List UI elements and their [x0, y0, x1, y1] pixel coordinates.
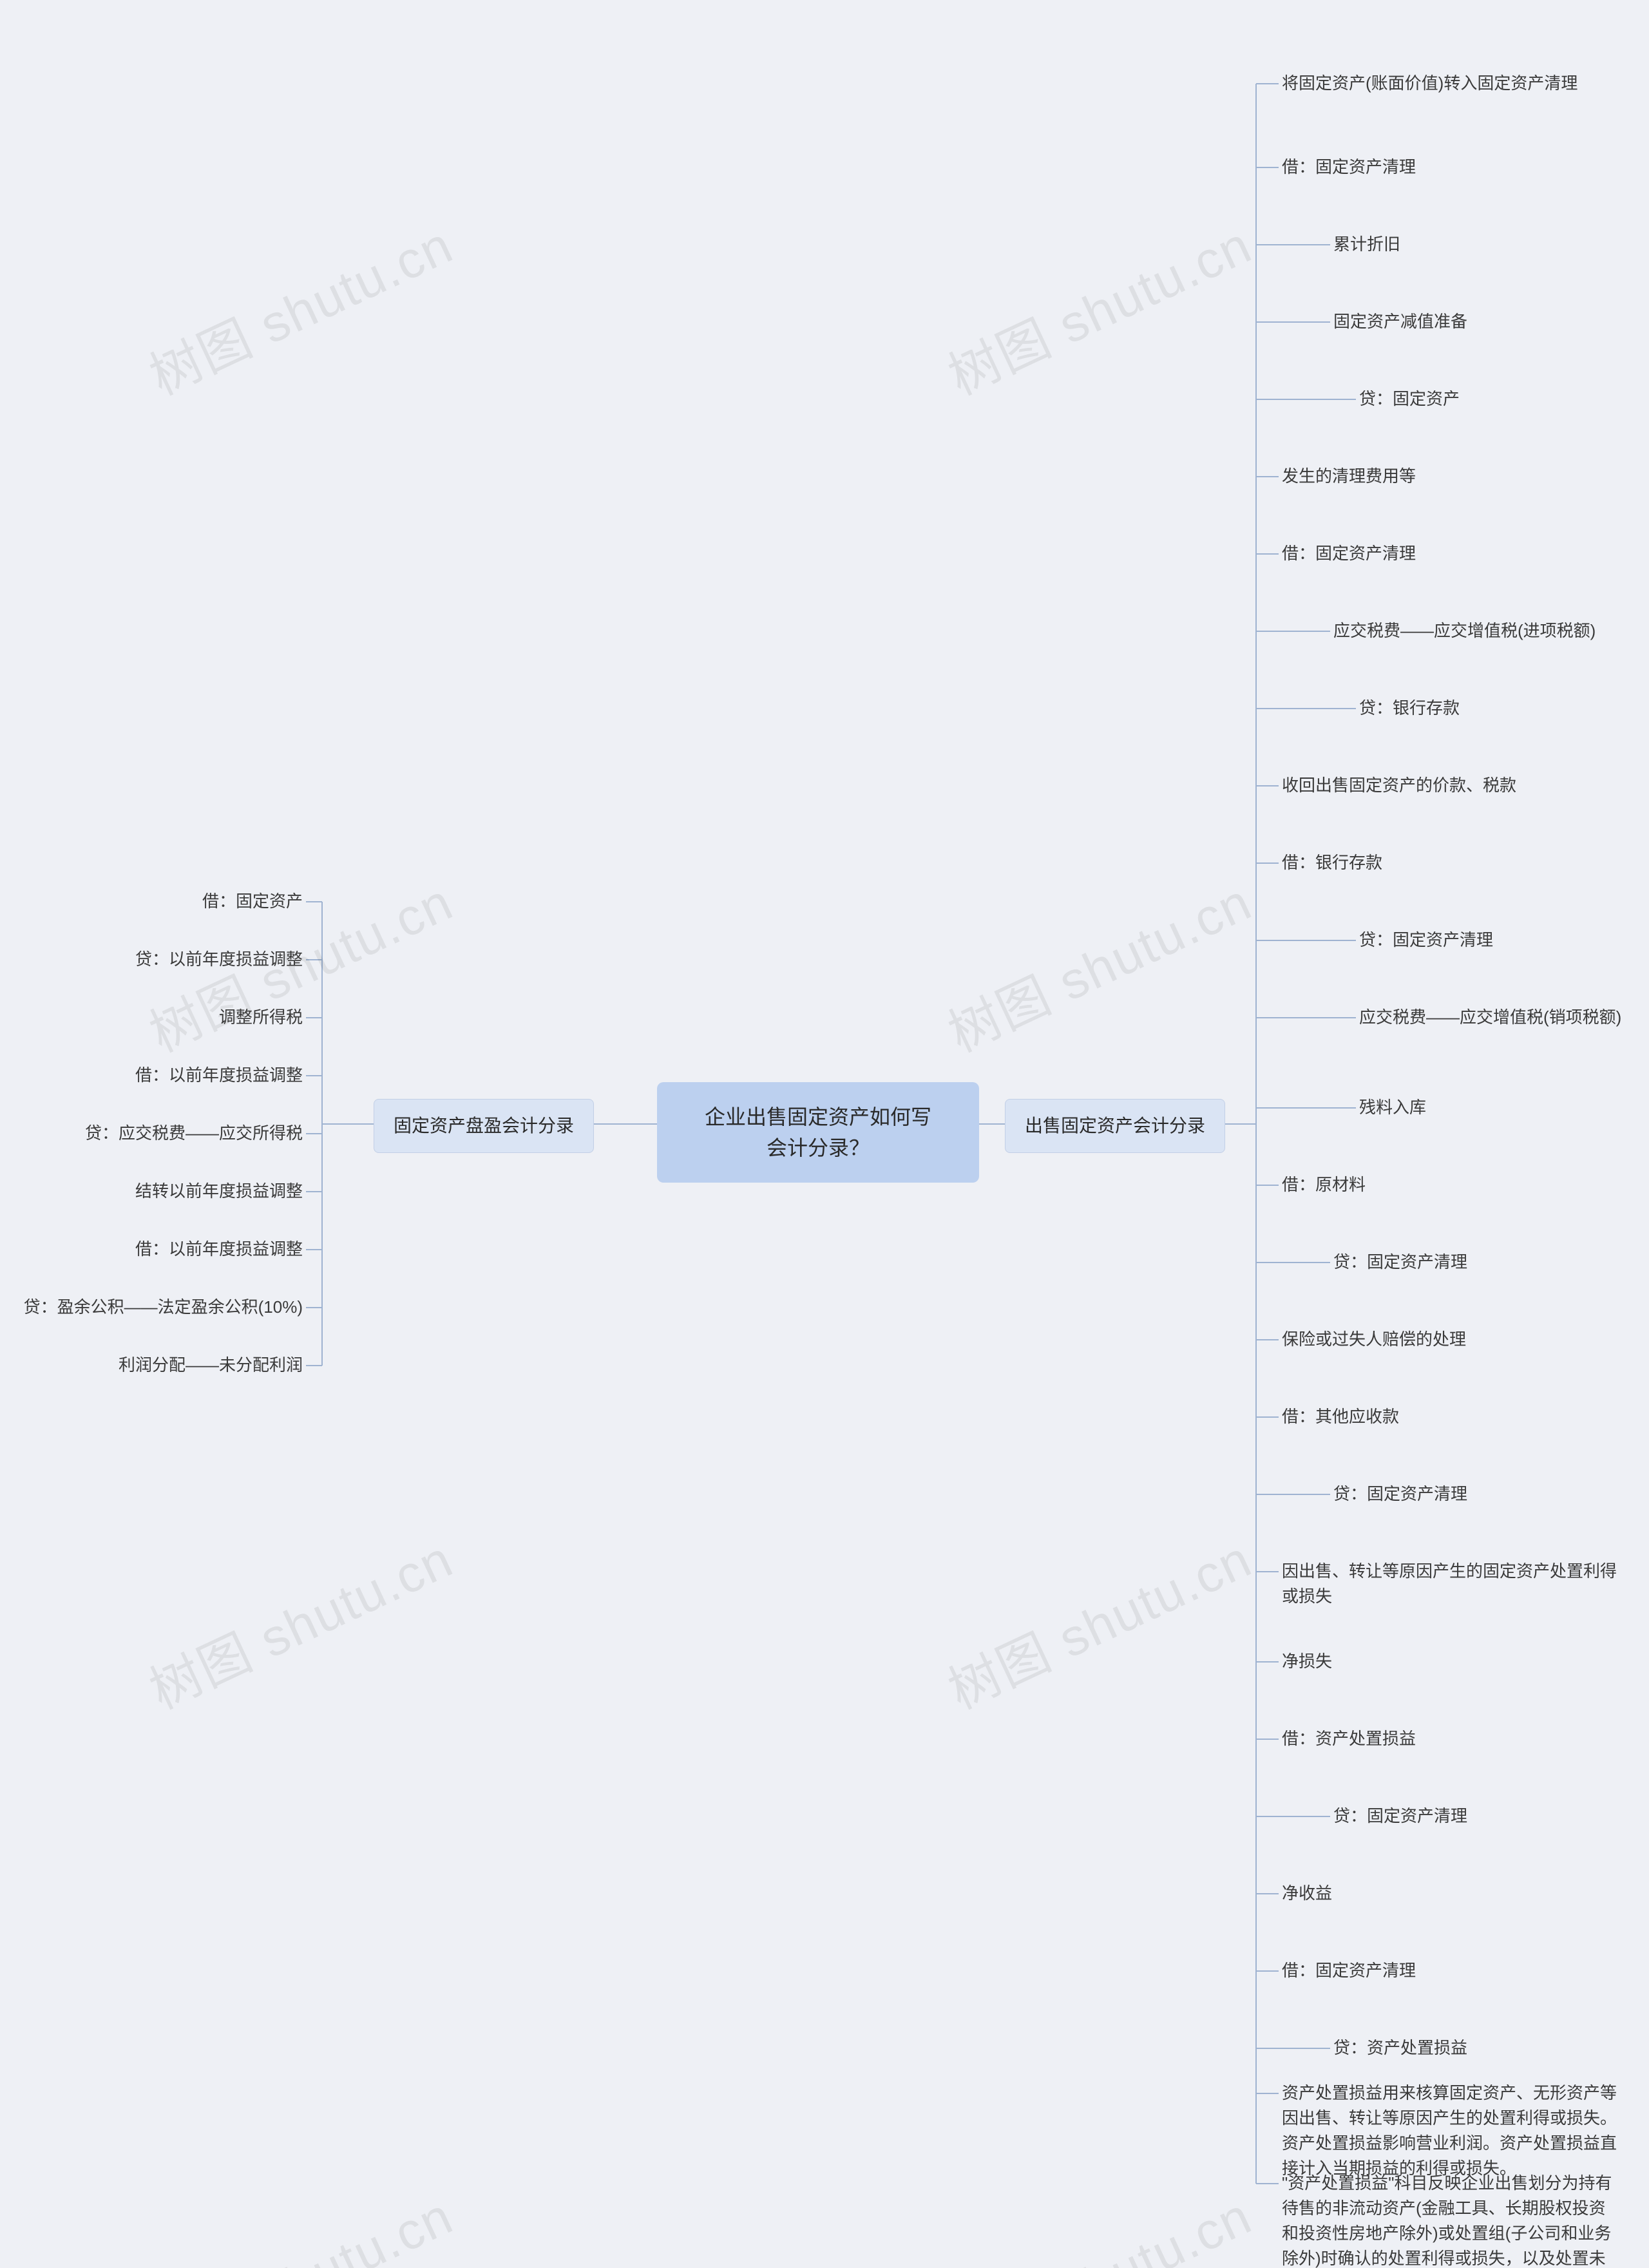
leaf-left[interactable]: 贷：盈余公积——法定盈余公积(10%): [24, 1295, 303, 1320]
leaf-right[interactable]: 贷：资产处置损益: [1333, 2035, 1467, 2061]
branch-left[interactable]: 固定资产盘盈会计分录: [374, 1099, 594, 1153]
watermark: 树图 shutu.cn: [136, 204, 463, 410]
leaf-right[interactable]: 贷：固定资产清理: [1333, 1482, 1467, 1507]
watermark: 树图 shutu.cn: [935, 2175, 1262, 2268]
leaf-right[interactable]: 固定资产减值准备: [1333, 309, 1467, 334]
leaf-right[interactable]: 因出售、转让等原因产生的固定资产处置利得或损失: [1282, 1559, 1617, 1609]
watermark: 树图 shutu.cn: [935, 1518, 1262, 1724]
leaf-right[interactable]: 借：银行存款: [1282, 850, 1382, 875]
leaf-left[interactable]: 结转以前年度损益调整: [135, 1179, 303, 1204]
leaf-right[interactable]: 净损失: [1282, 1649, 1332, 1674]
root-node[interactable]: 企业出售固定资产如何写会计分录？: [657, 1082, 979, 1183]
leaf-left[interactable]: 贷：应交税费——应交所得税: [85, 1121, 303, 1146]
leaf-right[interactable]: 收回出售固定资产的价款、税款: [1282, 773, 1516, 798]
leaf-right[interactable]: 资产处置损益用来核算固定资产、无形资产等因出售、转让等原因产生的处置利得或损失。…: [1282, 2081, 1617, 2181]
leaf-right[interactable]: "资产处置损益"科目反映企业出售划分为持有待售的非流动资产(金融工具、长期股权投…: [1282, 2171, 1617, 2268]
leaf-right[interactable]: 贷：固定资产: [1359, 386, 1460, 412]
watermark: 树图 shutu.cn: [935, 204, 1262, 410]
watermark: 树图 shutu.cn: [935, 861, 1262, 1067]
leaf-right[interactable]: 贷：固定资产清理: [1359, 928, 1493, 953]
leaf-right[interactable]: 借：固定资产清理: [1282, 155, 1416, 180]
watermark: 树图 shutu.cn: [136, 1518, 463, 1724]
leaf-left[interactable]: 借：以前年度损益调整: [135, 1237, 303, 1262]
leaf-right[interactable]: 借：原材料: [1282, 1172, 1366, 1197]
watermark: 树图 shutu.cn: [136, 2175, 463, 2268]
leaf-right[interactable]: 净收益: [1282, 1881, 1332, 1906]
branch-right[interactable]: 出售固定资产会计分录: [1005, 1099, 1225, 1153]
leaf-right[interactable]: 贷：银行存款: [1359, 696, 1460, 721]
mindmap-canvas: 树图 shutu.cn 树图 shutu.cn 树图 shutu.cn 树图 shut…: [0, 0, 1649, 2268]
leaf-right[interactable]: 残料入库: [1359, 1095, 1426, 1120]
leaf-right[interactable]: 借：固定资产清理: [1282, 1958, 1416, 1983]
leaf-left[interactable]: 借：固定资产: [202, 889, 303, 914]
leaf-left[interactable]: 调整所得税: [167, 1005, 303, 1030]
leaf-left[interactable]: 借：以前年度损益调整: [135, 1063, 303, 1088]
leaf-left[interactable]: 贷：以前年度损益调整: [135, 947, 303, 972]
leaf-right[interactable]: 借：固定资产清理: [1282, 541, 1416, 566]
leaf-left[interactable]: 利润分配——未分配利润: [119, 1353, 303, 1378]
leaf-right[interactable]: 应交税费——应交增值税(进项税额): [1333, 618, 1596, 643]
leaf-right[interactable]: 贷：固定资产清理: [1333, 1250, 1467, 1275]
leaf-right[interactable]: 发生的清理费用等: [1282, 464, 1416, 489]
leaf-right[interactable]: 贷：固定资产清理: [1333, 1804, 1467, 1829]
leaf-right[interactable]: 保险或过失人赔偿的处理: [1282, 1327, 1466, 1352]
leaf-right[interactable]: 借：资产处置损益: [1282, 1726, 1416, 1751]
leaf-right[interactable]: 将固定资产(账面价值)转入固定资产清理: [1282, 71, 1578, 96]
leaf-right[interactable]: 应交税费——应交增值税(销项税额): [1359, 1005, 1649, 1030]
leaf-right[interactable]: 累计折旧: [1333, 232, 1400, 257]
leaf-right[interactable]: 借：其他应收款: [1282, 1404, 1399, 1429]
